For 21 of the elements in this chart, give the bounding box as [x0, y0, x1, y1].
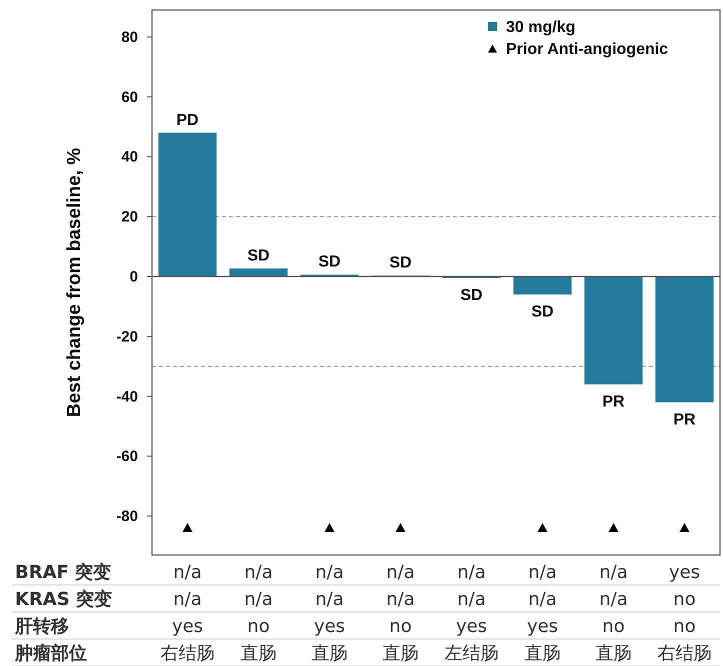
data-label: PR: [602, 393, 626, 410]
legend-label: 30 mg/kg: [506, 19, 576, 36]
data-label: SD: [531, 303, 554, 320]
y-tick-label: 20: [121, 208, 138, 226]
data-label: SD: [460, 287, 483, 304]
y-tick-label: 0: [130, 268, 138, 286]
y-tick-label: 80: [121, 28, 138, 46]
table: BRAF 突变 n/a n/a n/a n/a n/a n/a n/a yes KRAS 突变 n/a n/a n/a n/a n/a n/a n/a no 肝转移 yes no yes no yes yes no no 肿瘤部位 右结肠 直肠 直肠 直肠 左结肠 直肠 直肠 右结肠: [12, 562, 720, 666]
y-tick-label: -80: [116, 508, 138, 526]
y-tick-label: -40: [116, 388, 138, 406]
data-label: SD: [389, 254, 412, 272]
data-label: PD: [176, 112, 199, 129]
data-label: SD: [247, 247, 270, 264]
y-tick-label: 60: [121, 88, 138, 106]
y-axis-title: Best change from baseline, %: [64, 148, 85, 418]
y-tick-label: -20: [116, 328, 138, 346]
y-tick-label: -60: [116, 448, 138, 466]
data-label: SD: [318, 254, 341, 271]
legend-label: Prior Anti-angiogenic: [506, 41, 668, 58]
y-tick-label: 40: [121, 148, 138, 166]
data-label: PR: [673, 411, 696, 428]
